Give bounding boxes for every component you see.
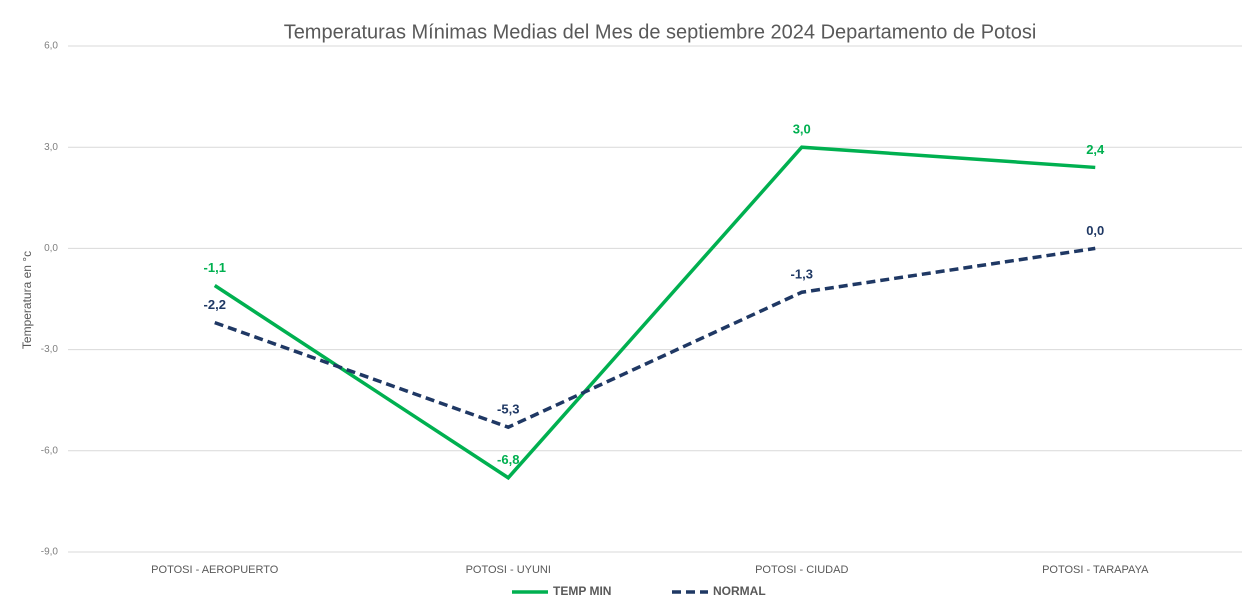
y-axis-title: Temperatura en °c [20, 251, 34, 349]
legend-label: TEMP MIN [553, 584, 611, 598]
x-tick-label: POTOSI - AEROPUERTO [151, 564, 279, 576]
data-label: -1,3 [791, 267, 813, 282]
y-tick-label: -9,0 [41, 547, 59, 558]
x-tick-label: POTOSI - TARAPAYA [1042, 564, 1149, 576]
y-tick-label: 0,0 [44, 243, 58, 254]
series-line [214, 246, 1096, 430]
series-line [213, 145, 1096, 481]
data-label: -2,2 [204, 297, 226, 312]
data-label: 0,0 [1086, 223, 1104, 238]
y-tick-label: -6,0 [41, 445, 59, 456]
data-label: 3,0 [793, 122, 811, 137]
y-tick-label: 3,0 [44, 142, 58, 153]
data-label: 2,4 [1086, 142, 1105, 157]
y-tick-label: 6,0 [44, 41, 58, 52]
x-tick-label: POTOSI - UYUNI [466, 564, 551, 576]
legend-label: NORMAL [713, 584, 766, 598]
data-label: -5,3 [497, 402, 519, 417]
data-label: -1,1 [204, 260, 226, 275]
chart-title: Temperaturas Mínimas Medias del Mes de s… [284, 21, 1037, 43]
x-tick-label: POTOSI - CIUDAD [755, 564, 848, 576]
y-tick-label: -3,0 [41, 344, 59, 355]
data-label: -6,8 [497, 452, 519, 467]
